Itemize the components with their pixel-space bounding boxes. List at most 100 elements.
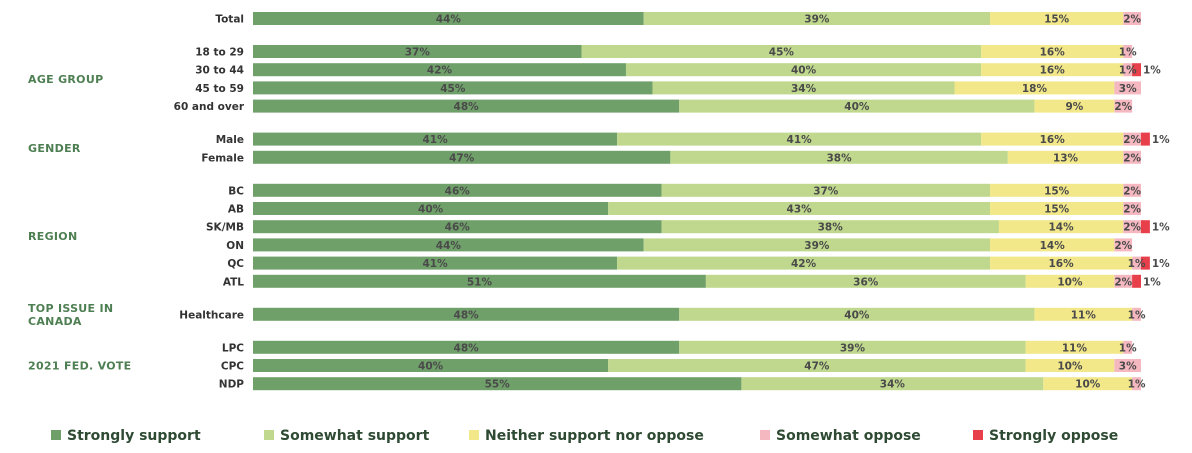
bar-segment — [990, 202, 1124, 215]
row-label: 30 to 44 — [195, 65, 244, 77]
bar-segment — [1114, 81, 1141, 95]
bar-segment — [661, 220, 999, 234]
group-label: REGION — [28, 230, 77, 243]
bar-segment — [253, 45, 582, 58]
bar-row-lpc: LPC 48% 39% 11% 1% — [222, 340, 1137, 354]
bar-row-30-to-44: 30 to 44 42% 40% 16% 1% 1% — [195, 63, 1161, 77]
row-label: SK/MB — [206, 222, 244, 234]
bar-segment — [652, 81, 955, 95]
value-label: 44% — [436, 14, 462, 26]
bar-segment — [705, 274, 1026, 288]
bar-segment — [981, 45, 1124, 58]
legend-swatch — [469, 430, 479, 440]
bar-row-sk-mb: SK/MB 46% 38% 14% 2% 1% — [206, 220, 1170, 234]
bar-row-total: Total 44% 39% 15% 2% — [215, 12, 1142, 26]
bar-segment — [1043, 377, 1133, 391]
value-label: 1% — [1119, 47, 1137, 59]
value-label: 18% — [1022, 83, 1048, 95]
value-label: 2% — [1123, 204, 1141, 216]
row-label: 60 and over — [174, 101, 245, 113]
group-label: GENDER — [28, 142, 81, 155]
bar-row-45-to-59: 45 to 59 45% 34% 18% 3% — [195, 81, 1141, 95]
bar-segment — [253, 220, 662, 234]
row-label: Total — [215, 14, 244, 26]
value-label: 47% — [804, 361, 830, 373]
value-label: 1% — [1128, 379, 1146, 391]
value-label: 45% — [769, 47, 795, 59]
bar-row-atl: ATL 51% 36% 10% 2% 1% — [223, 274, 1161, 288]
value-label: 46% — [445, 185, 471, 197]
value-label: 44% — [436, 240, 462, 252]
value-label: 51% — [467, 276, 493, 288]
bar-segment — [1123, 150, 1141, 164]
value-label: 41% — [422, 134, 448, 146]
bar-segment — [1123, 12, 1141, 25]
value-label: 1% — [1119, 342, 1137, 354]
bar-segment — [253, 12, 644, 25]
bar-segment — [990, 256, 1133, 270]
bar-segment — [1123, 45, 1133, 58]
value-label: 9% — [1065, 101, 1083, 113]
bar-segment — [253, 183, 662, 197]
bar-segment — [998, 220, 1124, 234]
value-label: 38% — [818, 222, 844, 234]
bar-segment — [679, 307, 1035, 321]
bar-segment — [990, 12, 1124, 25]
value-label: 13% — [1053, 152, 1079, 164]
row-label: Male — [216, 134, 244, 146]
legend-item: Strongly oppose — [973, 428, 1118, 444]
bar-segment — [253, 81, 653, 95]
value-label: 2% — [1114, 240, 1132, 252]
bar-row-female: Female 47% 38% 13% 2% — [201, 150, 1142, 164]
value-label: 2% — [1114, 276, 1132, 288]
bar-segment — [981, 63, 1124, 77]
value-label: 41% — [787, 134, 813, 146]
bar-segment — [1114, 359, 1141, 372]
row-label: ON — [226, 240, 244, 252]
value-label: 14% — [1040, 240, 1066, 252]
value-label: 34% — [880, 379, 906, 391]
bar-segment — [253, 132, 618, 146]
value-label: 1% — [1152, 258, 1170, 270]
value-label: 2% — [1123, 134, 1141, 146]
value-label: 40% — [844, 101, 870, 113]
bar-row-qc: QC 41% 42% 16% 1% 1% — [227, 256, 1170, 270]
bar-row-ab: AB 40% 43% 15% 2% — [228, 202, 1142, 216]
bar-segment — [1025, 340, 1124, 354]
bar-segment — [1123, 220, 1141, 234]
bar-segment — [1132, 307, 1141, 321]
value-label: 42% — [791, 258, 817, 270]
value-label: 1% — [1143, 276, 1161, 288]
legend-label: Neither support nor oppose — [485, 428, 704, 444]
value-label: 40% — [418, 361, 444, 373]
value-label: 16% — [1040, 47, 1066, 59]
row-label: ATL — [223, 276, 244, 288]
bar-segment — [253, 274, 706, 288]
bar-segment — [670, 150, 1008, 164]
legend-swatch — [51, 430, 61, 440]
value-label: 40% — [418, 204, 444, 216]
bar-segment — [1123, 340, 1133, 354]
row-label: CPC — [221, 361, 244, 373]
group-label: TOP ISSUE IN CANADA — [28, 302, 113, 328]
bar-segment — [1034, 99, 1115, 113]
legend-swatch — [760, 430, 770, 440]
bar-segment — [253, 359, 609, 372]
bar-row-ndp: NDP 55% 34% 10% 1% — [219, 377, 1146, 391]
value-label: 11% — [1071, 309, 1097, 321]
bar-segment — [1114, 99, 1133, 113]
bar-segment — [1123, 63, 1133, 77]
bar-row-cpc: CPC 40% 47% 10% 3% — [221, 359, 1141, 373]
value-label: 48% — [454, 101, 480, 113]
value-label: 10% — [1057, 361, 1083, 373]
legend-label: Somewhat support — [280, 428, 430, 444]
bar-segment — [253, 99, 680, 113]
bar-segment — [253, 256, 618, 270]
bar-segment — [1141, 132, 1150, 146]
row-label: LPC — [222, 342, 244, 354]
bar-segment — [608, 359, 1026, 372]
value-label: 39% — [804, 14, 830, 26]
value-label: 10% — [1057, 276, 1083, 288]
row-label: NDP — [219, 379, 245, 391]
value-label: 37% — [813, 185, 839, 197]
